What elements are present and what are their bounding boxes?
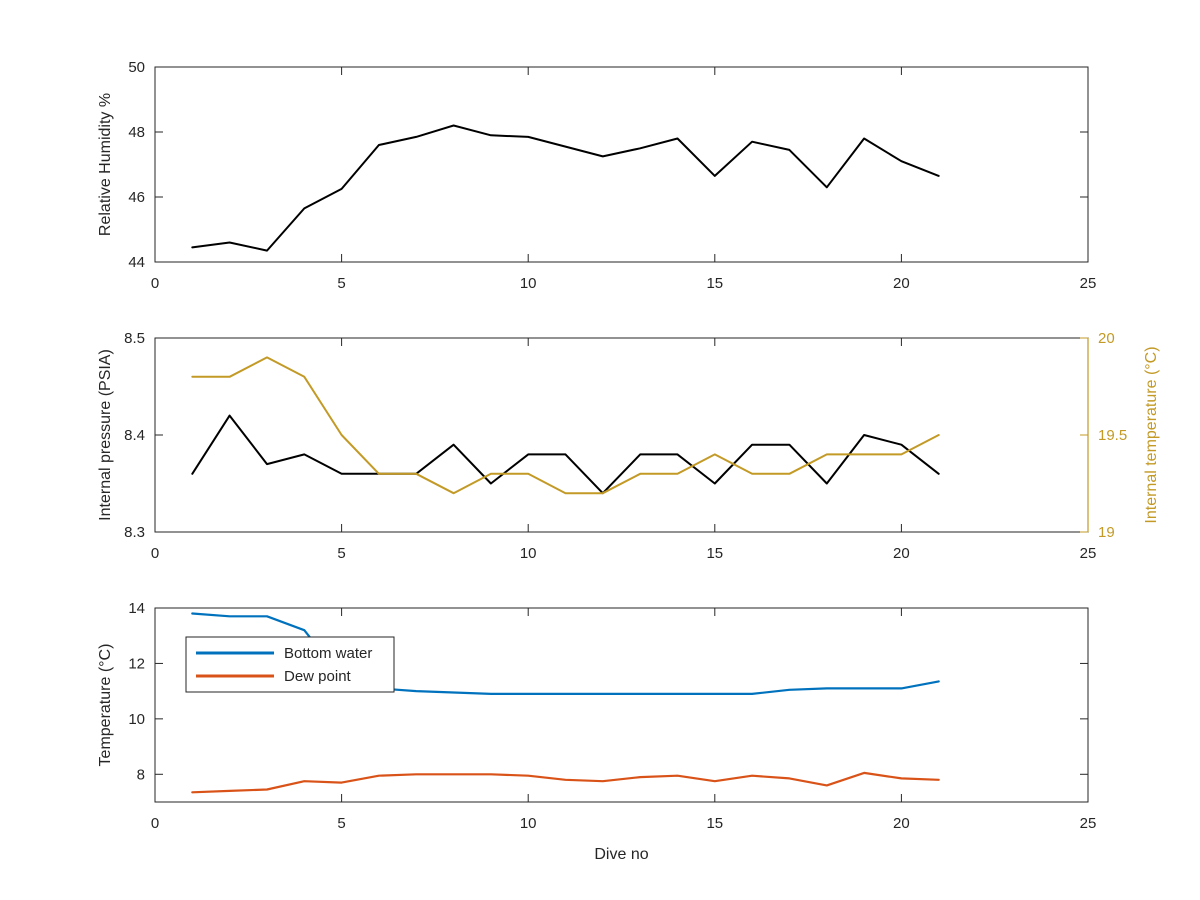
right-y-axis-label: Internal temperature (°C)	[1143, 346, 1160, 523]
x-tick-label: 0	[151, 815, 159, 832]
legend-entry: Bottom water	[284, 645, 372, 662]
legend-box	[185, 636, 395, 693]
x-tick-label: 5	[337, 545, 345, 562]
chart-panel-1: 0 5 10 15 20 25 44 46 48 50 Relative Humidity %	[97, 59, 1096, 292]
y-tick-label: 10	[128, 711, 145, 728]
chart-panel-3: 0 5 10 15 20 25 8 10 12 14 Temperature (°C) Dive no…	[97, 600, 1096, 863]
y-tick-label: 8.3	[124, 524, 145, 541]
axes-box	[154, 607, 1089, 803]
series-line-1	[191, 124, 940, 252]
legend: Bottom water Dew point	[185, 636, 395, 693]
y-tick-label: 50	[128, 59, 145, 76]
axes-box	[154, 66, 1089, 263]
y-tick-label: 14	[128, 600, 145, 617]
x-tick-label: 15	[706, 275, 723, 292]
x-tick-label: 25	[1080, 815, 1097, 832]
x-tick-label: 0	[151, 275, 159, 292]
y-tick-label: 8	[137, 766, 145, 783]
series-line-1	[191, 414, 940, 495]
x-tick-label: 5	[337, 275, 345, 292]
y-tick-label: 8.4	[124, 427, 145, 444]
x-tick-label: 10	[520, 815, 537, 832]
x-tick-label: 5	[337, 815, 345, 832]
x-tick-label: 20	[893, 815, 910, 832]
y-tick-label: 48	[128, 124, 145, 141]
y-axis-label: Temperature (°C)	[97, 644, 114, 767]
series-line-2	[191, 356, 940, 495]
y-tick-label: 12	[128, 655, 145, 672]
y-tick-label: 46	[128, 189, 145, 206]
right-y-tick-label: 19.5	[1098, 427, 1127, 444]
x-tick-label: 0	[151, 545, 159, 562]
y-axis-label: Internal pressure (PSIA)	[97, 349, 114, 521]
y-axis-label: Relative Humidity %	[97, 93, 114, 236]
series-line-2	[191, 771, 940, 794]
right-y-tick-label: 19	[1098, 524, 1115, 541]
x-axis-label: Dive no	[594, 846, 648, 863]
x-tick-label: 10	[520, 275, 537, 292]
x-tick-label: 15	[706, 815, 723, 832]
chart-panel-2: 0 5 10 15 20 25 8.3 8.4 8.5 19 19.5 20 Internal temp…	[97, 330, 1160, 562]
y-tick-label: 8.5	[124, 330, 145, 347]
legend-entry: Dew point	[284, 668, 352, 685]
x-tick-label: 10	[520, 545, 537, 562]
right-y-tick-label: 20	[1098, 330, 1115, 347]
x-tick-label: 25	[1080, 275, 1097, 292]
x-tick-label: 20	[893, 545, 910, 562]
x-tick-label: 15	[706, 545, 723, 562]
x-tick-label: 20	[893, 275, 910, 292]
x-tick-label: 25	[1080, 545, 1097, 562]
y-tick-label: 44	[128, 254, 145, 271]
